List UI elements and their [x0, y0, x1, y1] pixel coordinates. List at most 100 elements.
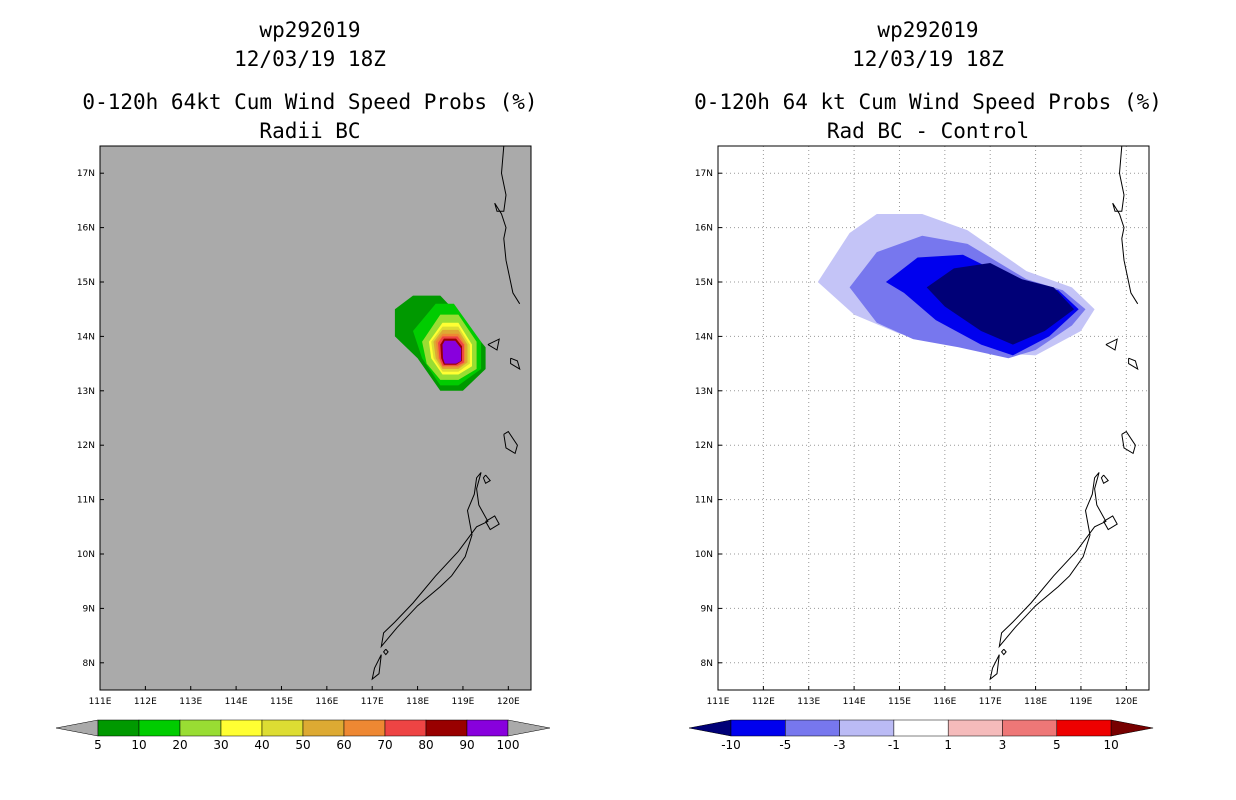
right-coast-segment-7: [1128, 357, 1139, 371]
left-colorbar-swatch-8: [425, 719, 468, 737]
left-xtick-label-7: 118E: [406, 697, 429, 707]
right-ytick-label-2: 15N: [695, 278, 713, 288]
right-ytick-label-9: 8N: [701, 659, 713, 669]
right-panel: wp292019 12/03/19 18Z 0-120h 64 kt Cum W…: [688, 18, 1162, 752]
right-coast-segment-2: [1100, 474, 1109, 485]
right-colorbar-swatch-0: [730, 719, 786, 737]
left-ytick-label-7: 10N: [77, 550, 95, 560]
right-ytick-label-3: 14N: [695, 332, 713, 342]
left-colorbar-swatch-7: [384, 719, 427, 737]
right-xtick-label-7: 118E: [1024, 697, 1047, 707]
right-colorbar-label-7: 10: [1103, 738, 1118, 752]
right-ytick-label-7: 10N: [695, 550, 713, 560]
left-contours: [394, 295, 486, 391]
right-xtick-label-9: 120E: [1115, 697, 1138, 707]
right-axis-ticks: 111E 112E 113E 114E 115E 116E 117E 118E 119E 120E…: [695, 169, 1138, 707]
left-colorbar-swatch-2: [179, 719, 222, 737]
right-colorbar-label-2: -3: [834, 738, 846, 752]
right-ytick-label-5: 12N: [695, 441, 713, 451]
right-title-line-2: 12/03/19 18Z: [852, 47, 1004, 71]
left-colorbar-swatch-1: [138, 719, 181, 737]
right-title-line-4: Rad BC - Control: [827, 119, 1029, 143]
right-colorbar-label-6: 5: [1053, 738, 1061, 752]
left-map-background: [100, 146, 531, 690]
left-coast-segment-6: [382, 648, 389, 656]
left-ytick-label-0: 17N: [77, 169, 95, 179]
left-colorbar-label-9: 90: [459, 738, 474, 752]
left-coast-segment-1: [503, 430, 518, 455]
left-coast-segment-2: [482, 474, 491, 485]
right-xtick-label-5: 116E: [933, 697, 956, 707]
left-coast-segment-3: [485, 515, 500, 531]
right-title-line-1: wp292019: [877, 18, 978, 42]
left-xtick-label-0: 111E: [89, 697, 112, 707]
right-xtick-label-3: 114E: [843, 697, 866, 707]
left-colorbar-right-arrow: [507, 719, 551, 737]
left-colorbar-label-4: 40: [254, 738, 269, 752]
left-coast-segment-8: [487, 338, 500, 351]
left-xtick-label-1: 112E: [134, 697, 157, 707]
right-colorbar-label-4: 1: [944, 738, 952, 752]
left-coast-segment-5: [371, 654, 382, 681]
right-coast-segment-8: [1105, 338, 1118, 351]
left-xtick-label-9: 120E: [497, 697, 520, 707]
left-ytick-label-5: 12N: [77, 441, 95, 451]
right-colorbar-swatch-6: [1056, 719, 1112, 737]
right-colorbar-swatch-5: [1002, 719, 1058, 737]
left-colorbar-label-7: 70: [377, 738, 392, 752]
left-xtick-label-5: 116E: [315, 697, 338, 707]
right-coast-segment-4: [998, 472, 1107, 649]
left-colorbar-swatch-5: [302, 719, 345, 737]
left-xtick-label-8: 119E: [452, 697, 475, 707]
left-title-line-4: Radii BC: [259, 119, 360, 143]
right-coast-segment-6: [1000, 648, 1007, 656]
right-coastline: [989, 145, 1139, 681]
left-colorbar-label-10: 100: [497, 738, 520, 752]
left-colorbar-swatch-9: [466, 719, 509, 737]
left-coast-segment-7: [510, 357, 521, 371]
left-map-frame: [99, 145, 532, 691]
left-xtick-label-3: 114E: [225, 697, 248, 707]
right-contour-3: [926, 263, 1075, 345]
left-ytick-label-1: 16N: [77, 224, 95, 234]
right-ytick-label-6: 11N: [695, 496, 713, 506]
right-xtick-label-6: 117E: [979, 697, 1002, 707]
right-title-line-3: 0-120h 64 kt Cum Wind Speed Probs (%): [694, 90, 1162, 114]
left-colorbar-label-2: 20: [172, 738, 187, 752]
right-map-frame: [717, 145, 1150, 691]
right-colorbar-swatch-2: [839, 719, 895, 737]
right-xtick-label-8: 119E: [1070, 697, 1093, 707]
left-colorbar-swatch-6: [343, 719, 386, 737]
left-ytick-label-4: 13N: [77, 387, 95, 397]
right-xtick-label-4: 115E: [888, 697, 911, 707]
right-colorbar-label-1: -5: [779, 738, 791, 752]
left-colorbar-label-3: 30: [213, 738, 228, 752]
left-axis-ticks: 111E 112E 113E 114E 115E 116E 117E 118E 119E 120E…: [77, 169, 520, 707]
left-colorbar-label-5: 50: [295, 738, 310, 752]
left-ytick-label-2: 15N: [77, 278, 95, 288]
left-colorbar-swatch-3: [220, 719, 263, 737]
right-colorbar: -10 -5 -3 -1 1 3 5 10: [688, 719, 1154, 752]
right-xtick-label-0: 111E: [707, 697, 730, 707]
left-xtick-label-4: 115E: [270, 697, 293, 707]
left-colorbar-left-arrow: [55, 719, 99, 737]
left-xtick-label-6: 117E: [361, 697, 384, 707]
right-ytick-label-1: 16N: [695, 224, 713, 234]
left-coastline: [371, 145, 521, 681]
right-xtick-label-2: 113E: [797, 697, 820, 707]
left-xtick-label-2: 113E: [179, 697, 202, 707]
left-colorbar-swatch-4: [261, 719, 304, 737]
right-colorbar-swatch-1: [785, 719, 840, 737]
left-colorbar-label-6: 60: [336, 738, 351, 752]
right-coast-segment-5: [989, 654, 1000, 681]
left-title-line-3: 0-120h 64kt Cum Wind Speed Probs (%): [82, 90, 537, 114]
left-ytick-label-3: 14N: [77, 332, 95, 342]
left-title-line-2: 12/03/19 18Z: [234, 47, 386, 71]
right-colorbar-swatch-3: [893, 719, 949, 737]
right-contours: [817, 214, 1095, 359]
left-ytick-label-6: 11N: [77, 496, 95, 506]
left-ytick-label-8: 9N: [83, 604, 95, 614]
right-coast-segment-3: [1103, 515, 1118, 531]
right-coast-segment-0: [1112, 145, 1139, 305]
left-colorbar-label-0: 5: [94, 738, 102, 752]
